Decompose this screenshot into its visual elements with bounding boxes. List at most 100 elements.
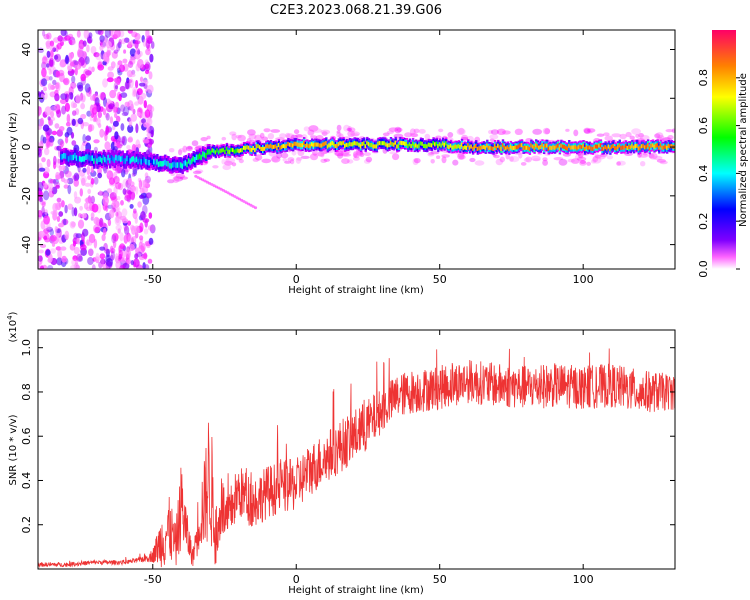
heatmap-noise-cell	[71, 75, 76, 84]
heatmap-trace-cell	[426, 144, 429, 149]
heatmap-halo-cell	[596, 154, 606, 160]
heatmap-trace-cell	[225, 146, 229, 151]
heatmap-trace-cell	[287, 141, 290, 146]
heatmap-noise-cell	[118, 249, 123, 259]
heatmap-trace-cell	[355, 141, 358, 146]
heatmap-trace-cell	[77, 156, 80, 163]
heatmap-noise-cell	[46, 265, 54, 269]
heatmap-noise-cell	[115, 182, 122, 190]
heatmap-trace-cell	[596, 144, 599, 149]
heatmap-noise-cell	[126, 77, 130, 84]
heatmap-trace-cell	[386, 143, 389, 148]
heatmap-trace-cell	[378, 140, 382, 145]
heatmap-trace-cell	[189, 159, 192, 166]
heatmap-noise-cell	[70, 101, 76, 109]
heatmap-noise-cell	[121, 218, 129, 224]
heatmap-trace-cell	[565, 146, 568, 151]
heatmap-halo-cell	[254, 134, 263, 142]
heatmap-trace-cell	[590, 146, 593, 151]
heatmap-noise-cell	[134, 101, 140, 106]
heatmap-halo-cell	[334, 151, 344, 157]
heatmap-noise-cell	[97, 167, 102, 175]
heatmap-trace-cell	[224, 149, 227, 154]
heatmap-noise-cell	[48, 135, 55, 143]
heatmap-trace-cell	[650, 143, 653, 148]
heatmap-trace-cell	[151, 159, 154, 165]
heatmap-trace-cell	[195, 154, 199, 160]
heatmap-trace-cell	[470, 144, 473, 149]
heatmap-trace-cell	[119, 156, 123, 162]
heatmap-halo-cell	[348, 127, 356, 133]
heatmap-halo-cell	[452, 159, 459, 166]
heatmap-trace-cell	[306, 143, 309, 148]
heatmap-trace-cell	[391, 142, 394, 147]
heatmap-halo-cell	[396, 127, 403, 132]
heatmap-trace-cell	[277, 143, 281, 148]
heatmap-noise-cell	[149, 224, 156, 234]
heatmap-halo-cell	[280, 152, 289, 159]
heatmap-noise-cell	[115, 206, 121, 213]
heatmap-trace-cell	[648, 146, 651, 151]
heatmap-halo-cell	[172, 176, 180, 183]
heatmap-trace-cell	[208, 149, 211, 155]
heatmap-noise-cell	[99, 35, 105, 43]
heatmap-trace-cell	[558, 146, 562, 151]
heatmap-trace-cell	[396, 144, 399, 149]
heatmap-noise-cell	[55, 246, 62, 251]
heatmap-trace-cell	[216, 148, 219, 153]
heatmap-noise-cell	[57, 249, 62, 259]
heatmap-noise-cell	[136, 90, 140, 100]
heatmap-trace-cell	[475, 143, 478, 148]
colorbar-tick-label: 0.8	[697, 69, 710, 87]
heatmap-noise-cell	[121, 111, 129, 117]
heatmap-trace-cell	[629, 145, 633, 150]
heatmap-halo-cell	[365, 156, 373, 163]
heatmap-branch-cell	[203, 179, 207, 183]
heatmap-halo-cell	[275, 137, 285, 141]
heatmap-noise-cell	[113, 176, 120, 184]
heatmap-halo-cell	[195, 169, 204, 173]
heatmap-noise-cell	[123, 234, 128, 244]
heatmap-trace-cell	[656, 143, 659, 148]
heatmap-trace-cell	[241, 148, 244, 153]
heatmap-trace-cell	[298, 142, 301, 147]
heatmap-noise-cell	[135, 247, 139, 253]
heatmap-noise-cell	[61, 255, 67, 263]
heatmap-halo-cell	[363, 159, 371, 164]
heatmap-trace-cell	[353, 141, 356, 146]
heatmap-halo-cell	[336, 132, 342, 138]
heatmap-trace-cell	[460, 142, 464, 147]
heatmap-trace-cell	[140, 159, 143, 165]
heatmap-noise-cell	[42, 182, 48, 188]
heatmap-trace-cell	[170, 163, 173, 169]
heatmap-halo-cell	[268, 151, 278, 157]
heatmap-trace-cell	[467, 143, 470, 148]
heatmap-trace-cell	[321, 142, 325, 147]
heatmap-noise-cell	[73, 207, 78, 217]
heatmap-trace-cell	[429, 142, 432, 147]
heatmap-noise-cell	[140, 92, 147, 100]
heatmap-trace-cell	[173, 161, 176, 167]
heatmap-halo-cell	[167, 179, 175, 184]
heatmap-trace-cell	[525, 145, 528, 150]
heatmap-noise-cell	[65, 136, 69, 144]
heatmap-trace-cell	[580, 145, 584, 150]
heatmap-branch-cell	[242, 200, 246, 203]
heatmap-trace-cell	[495, 146, 498, 151]
heatmap-noise-cell	[122, 178, 129, 188]
heatmap-noise-cell	[87, 175, 92, 180]
heatmap-halo-cell	[195, 145, 205, 150]
snr-x-tick-label: 100	[573, 573, 594, 586]
heatmap-trace-cell	[262, 147, 265, 152]
heatmap-trace-cell	[206, 149, 210, 155]
heatmap-halo-cell	[562, 152, 572, 157]
heatmap-noise-cell	[147, 258, 153, 264]
heatmap-x-tick-label: 0	[293, 273, 300, 286]
heatmap-halo-cell	[430, 159, 435, 164]
heatmap-halo-cell	[337, 152, 344, 159]
heatmap-noise-cell	[119, 232, 124, 242]
heatmap-noise-cell	[91, 203, 99, 213]
heatmap-noise-cell	[44, 106, 52, 116]
heatmap-trace-cell	[143, 157, 146, 163]
heatmap-trace-cell	[549, 145, 552, 150]
